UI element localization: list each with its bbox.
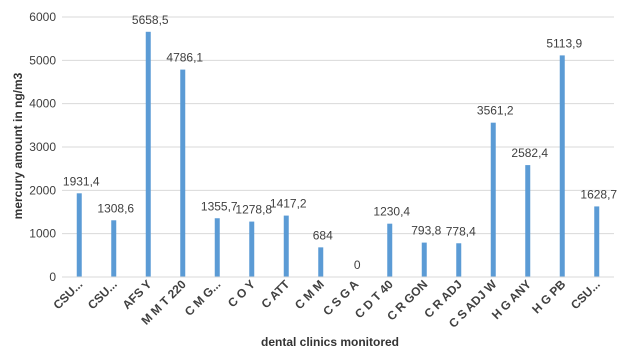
- data-label: 3561,2: [477, 104, 514, 118]
- y-axis-ticks: 0 1000 2000 3000 4000 5000 6000: [29, 10, 56, 284]
- bar: [111, 220, 117, 277]
- data-label: 1931,4: [63, 174, 100, 188]
- bars: [76, 31, 600, 278]
- x-tick-label: CSU...: [568, 277, 603, 312]
- data-label: 0: [354, 258, 361, 272]
- bar: [490, 122, 496, 277]
- y-axis-label: mercury amount in ng/m3: [11, 72, 25, 219]
- bar: [594, 206, 600, 277]
- data-label: 778,4: [446, 224, 476, 238]
- y-tick-label: 6000: [29, 10, 56, 24]
- data-label: 5658,5: [132, 13, 169, 27]
- bar: [249, 221, 255, 277]
- data-label: 1308,6: [97, 201, 134, 215]
- x-tick-label: C O Y: [225, 277, 258, 310]
- bar: [214, 218, 220, 277]
- data-label: 1230,4: [373, 205, 410, 219]
- data-label: 1628,7: [580, 187, 617, 201]
- bar: [283, 215, 289, 277]
- data-labels: 1931,4 1308,6 5658,5 4786,1 1355,71278,81417…: [63, 13, 618, 272]
- y-tick-label: 0: [49, 270, 56, 284]
- bar: [76, 193, 82, 277]
- data-label: 4786,1: [166, 51, 203, 65]
- bar: [387, 223, 393, 277]
- y-tick-label: 5000: [29, 53, 56, 67]
- data-label: 5113,9: [546, 36, 582, 50]
- x-tick-label: C M G...: [182, 277, 223, 318]
- x-tick-label: CSU...: [85, 277, 120, 312]
- data-label: 684: [313, 228, 333, 242]
- data-label: 1417,2: [270, 197, 307, 211]
- data-label: 1278,8: [235, 203, 272, 217]
- y-tick-label: 1000: [29, 227, 56, 241]
- data-label: 793,8: [411, 224, 441, 238]
- x-tick-label: H G PB: [529, 277, 568, 316]
- bar: [456, 243, 462, 277]
- y-tick-label: 3000: [29, 140, 56, 154]
- data-label: 2582,4: [511, 146, 548, 160]
- x-tick-label: C ATT: [258, 277, 292, 311]
- y-tick-label: 4000: [29, 97, 56, 111]
- bar: [421, 242, 427, 277]
- bar: [525, 165, 531, 277]
- bar: [145, 31, 151, 277]
- bar: [318, 247, 324, 277]
- x-axis-label: dental clinics monitored: [261, 335, 399, 349]
- bar: [559, 55, 565, 277]
- y-tick-label: 2000: [29, 183, 56, 197]
- bar: [180, 69, 186, 278]
- gridlines: [62, 16, 614, 235]
- data-label: 1355,7: [201, 199, 238, 213]
